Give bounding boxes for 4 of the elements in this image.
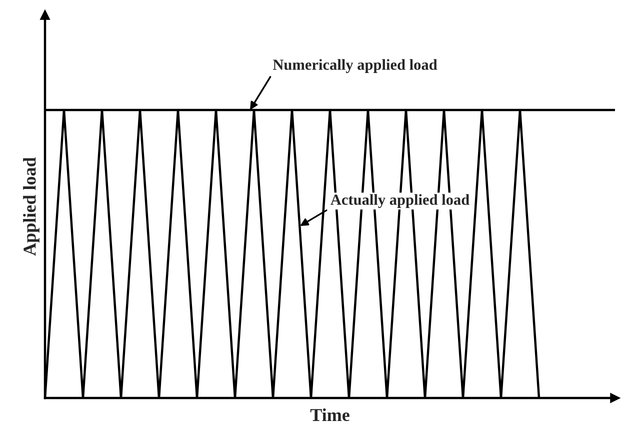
y-axis-title: Applied load: [23, 157, 40, 256]
series-label: Actually applied load: [330, 194, 470, 208]
text: Numerically applied load: [272, 59, 438, 73]
x-axis-title: Time: [310, 408, 350, 422]
